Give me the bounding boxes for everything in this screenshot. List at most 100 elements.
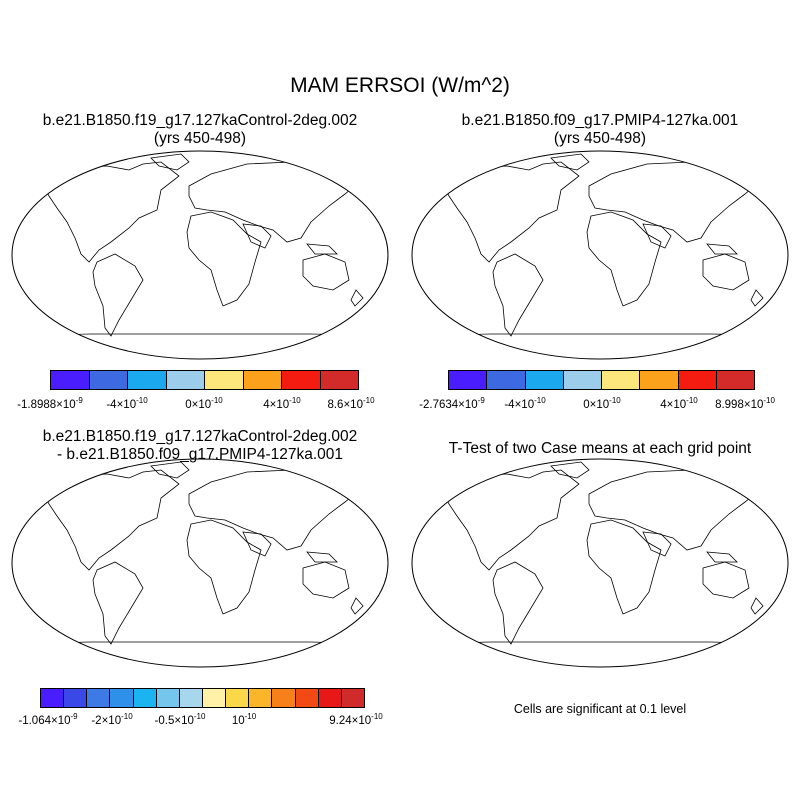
grid-cell [481,175,486,180]
grid-cell [101,200,106,205]
grid-cell [546,170,551,175]
grid-cell [136,305,141,310]
grid-cell [101,280,106,285]
grid-cell [106,355,111,359]
grid-cell [86,355,91,359]
grid-cell [696,260,701,265]
grid-cell [686,185,691,190]
grid-cell [751,230,756,235]
grid-cell [76,345,81,350]
grid-cell [231,340,236,345]
grid-cell [361,285,366,290]
grid-cell [66,270,71,275]
grid-cell [196,225,201,230]
grid-cell [531,154,536,155]
grid-cell [536,154,541,155]
grid-cell [641,200,646,205]
grid-cell [576,205,581,210]
grid-cell [81,345,86,350]
grid-cell [111,230,116,235]
grid-cell [56,265,61,270]
grid-cell [291,175,296,180]
grid-cell [736,210,741,215]
grid-cell [371,300,376,305]
grid-cell [166,335,171,340]
grid-cell [221,355,226,359]
grid-cell [531,175,536,180]
grid-cell [176,310,181,315]
grid-cell [231,335,236,340]
grid-cell [561,260,566,265]
grid-cell [471,265,476,270]
grid-cell [511,155,516,160]
grid-cell [746,185,751,190]
grid-cell [286,245,291,250]
grid-cell [56,285,61,290]
grid-cell [306,175,311,180]
grid-cell [561,225,566,230]
grid-cell [161,260,166,265]
grid-cell [191,345,196,350]
grid-cell [776,160,781,165]
grid-cell [306,235,311,240]
grid-cell [41,295,46,300]
grid-cell [771,220,776,225]
grid-cell [116,185,121,190]
grid-cell [186,300,191,305]
grid-cell [561,230,566,235]
grid-cell [386,180,391,185]
grid-cell [271,265,276,270]
grid-cell [306,205,311,210]
grid-cell [606,245,611,250]
grid-cell [326,210,331,215]
grid-cell [451,170,456,175]
grid-cell [366,240,371,245]
grid-cell [716,180,721,185]
grid-cell [511,190,516,195]
grid-cell [71,335,76,340]
grid-cell [126,320,131,325]
grid-cell [461,240,466,245]
grid-cell [246,300,251,305]
grid-cell [491,190,496,195]
grid-cell [431,230,436,235]
grid-cell [326,225,331,230]
grid-cell [386,190,391,195]
grid-cell [141,225,146,230]
grid-cell [616,155,621,160]
grid-cell [46,205,51,210]
grid-cell [571,195,576,200]
grid-cell [716,185,721,190]
grid-cell [601,155,606,160]
grid-cell [26,320,31,325]
grid-cell [371,310,376,315]
grid-cell [281,355,286,359]
grid-cell [266,260,271,265]
grid-cell [301,200,306,205]
grid-cell [381,215,386,220]
grid-cell [181,190,186,195]
grid-cell [286,355,291,359]
grid-cell [346,295,351,300]
grid-cell [66,315,71,320]
grid-cell [201,290,206,295]
grid-cell [336,235,341,240]
grid-cell [281,350,286,355]
grid-cell [696,154,701,155]
grid-cell [46,240,51,245]
grid-cell [676,170,681,175]
grid-cell [361,280,366,285]
grid-cell [666,230,671,235]
grid-cell [11,315,16,320]
panel2-title-line1: b.e21.B1850.f09_g17.PMIP4-127ka.001 [461,112,739,129]
grid-cell [116,260,121,265]
grid-cell [771,255,776,260]
grid-cell [296,175,301,180]
grid-cell [151,245,156,250]
grid-cell [341,245,346,250]
grid-cell [316,325,321,330]
grid-cell [311,310,316,315]
grid-cell [91,154,96,155]
grid-cell [171,345,176,350]
grid-cell [251,200,256,205]
